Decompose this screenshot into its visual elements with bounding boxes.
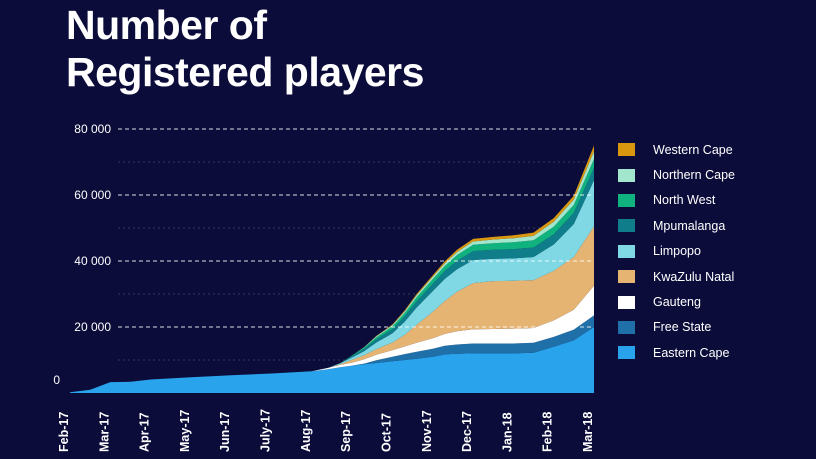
legend-swatch-limpopo: [618, 244, 635, 258]
chart-title-line1: Number of: [66, 2, 267, 48]
legend-swatch-eastern-cape: [618, 346, 635, 360]
y-tick-label-3: 60 000: [74, 188, 111, 202]
legend-label-gauteng: Gauteng: [653, 295, 701, 310]
area-series-eastern-cape: [70, 327, 594, 393]
chart-legend: Western Cape Northern Cape North West Mpuma…: [618, 137, 735, 366]
y-tick-label-4: 80 000: [74, 122, 111, 136]
x-tick-label-10: Dec-17: [460, 411, 474, 452]
legend-item-northern-cape: Northern Cape: [618, 162, 735, 187]
legend-swatch-north-west: [618, 193, 635, 207]
legend-swatch-gauteng: [618, 295, 635, 309]
legend-swatch-western-cape: [618, 143, 635, 157]
x-tick-label-0: Feb-17: [57, 412, 71, 452]
legend-item-western-cape: Western Cape: [618, 137, 735, 162]
legend-swatch-kwazulu-natal: [618, 270, 635, 284]
chart-title-line2: Registered players: [66, 49, 424, 95]
legend-item-eastern-cape: Eastern Cape: [618, 340, 735, 365]
legend-swatch-free-state: [618, 320, 635, 334]
x-tick-label-1: Mar-17: [97, 412, 111, 452]
x-tick-label-6: Aug-17: [299, 410, 313, 452]
legend-label-western-cape: Western Cape: [653, 142, 733, 157]
x-tick-label-11: Jan-18: [500, 412, 514, 452]
x-tick-label-9: Nov-17: [420, 410, 434, 452]
legend-label-north-west: North West: [653, 193, 716, 208]
x-tick-label-2: Apr-17: [138, 412, 152, 452]
legend-label-limpopo: Limpopo: [653, 244, 701, 259]
legend-item-mpumalanga: Mpumalanga: [618, 213, 735, 238]
legend-label-northern-cape: Northern Cape: [653, 168, 735, 183]
y-tick-label-0: 0: [53, 373, 60, 387]
x-tick-label-5: July-17: [259, 409, 273, 452]
legend-label-mpumalanga: Mpumalanga: [653, 218, 726, 233]
area-series-kwazulu-natal: [70, 226, 594, 393]
legend-label-eastern-cape: Eastern Cape: [653, 345, 730, 360]
x-tick-label-8: Oct-17: [379, 413, 393, 452]
y-tick-label-2: 40 000: [74, 254, 111, 268]
x-tick-label-4: Jun-17: [218, 412, 232, 452]
legend-label-kwazulu-natal: KwaZulu Natal: [653, 269, 735, 284]
chart-title: Number of Registered players: [66, 2, 424, 96]
legend-swatch-northern-cape: [618, 168, 635, 182]
legend-label-free-state: Free State: [653, 320, 712, 335]
legend-item-gauteng: Gauteng: [618, 289, 735, 314]
legend-item-free-state: Free State: [618, 315, 735, 340]
y-tick-label-1: 20 000: [74, 320, 111, 334]
area-series-gauteng: [70, 285, 594, 393]
x-tick-label-3: May-17: [178, 410, 192, 452]
x-tick-label-13: Mar-18: [581, 412, 595, 452]
x-tick-label-7: Sep-17: [339, 411, 353, 452]
x-tick-label-12: Feb-18: [541, 412, 555, 452]
legend-item-north-west: North West: [618, 188, 735, 213]
legend-item-limpopo: Limpopo: [618, 239, 735, 264]
legend-swatch-mpumalanga: [618, 219, 635, 233]
legend-item-kwazulu-natal: KwaZulu Natal: [618, 264, 735, 289]
